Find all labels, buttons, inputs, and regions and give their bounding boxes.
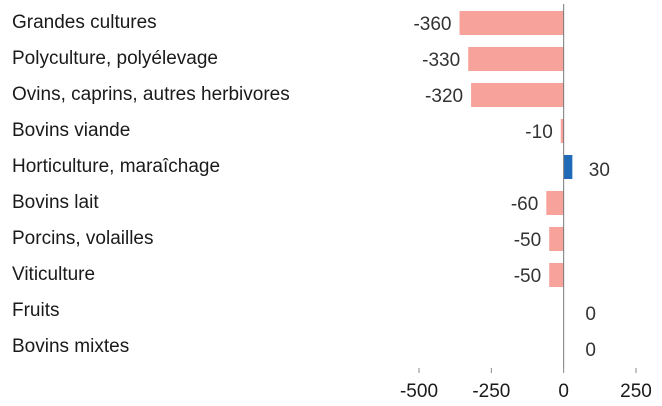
category-label: Viticulture (12, 264, 95, 285)
category-label: Bovins viande (12, 120, 130, 141)
value-label: -320 (425, 86, 463, 107)
category-label: Bovins lait (12, 192, 99, 213)
bar (546, 191, 564, 215)
x-tick-label: 0 (558, 381, 569, 402)
bar (459, 11, 564, 35)
category-label: Bovins mixtes (12, 336, 129, 357)
value-label: -50 (514, 230, 541, 251)
bar (471, 83, 564, 107)
value-label: -360 (413, 14, 451, 35)
x-tick-label: 250 (620, 381, 652, 402)
value-label: -60 (511, 194, 538, 215)
bar (563, 155, 573, 179)
category-label: Polyculture, polyélevage (12, 48, 218, 69)
value-label: 0 (585, 340, 596, 361)
x-tick-label: -250 (472, 381, 510, 402)
bar (468, 47, 564, 71)
x-tick-label: -500 (400, 381, 438, 402)
category-label: Grandes cultures (12, 12, 157, 33)
bar (549, 263, 564, 287)
value-label: 0 (585, 304, 596, 325)
bar (549, 227, 564, 251)
value-label: -50 (514, 266, 541, 287)
category-label: Porcins, volailles (12, 228, 154, 249)
value-label: -330 (422, 50, 460, 71)
category-label: Horticulture, maraîchage (12, 156, 220, 177)
bar (560, 119, 564, 143)
category-label: Ovins, caprins, autres herbivores (12, 84, 290, 105)
category-label: Fruits (12, 300, 60, 321)
value-label: 30 (589, 160, 610, 181)
value-label: -10 (525, 122, 552, 143)
